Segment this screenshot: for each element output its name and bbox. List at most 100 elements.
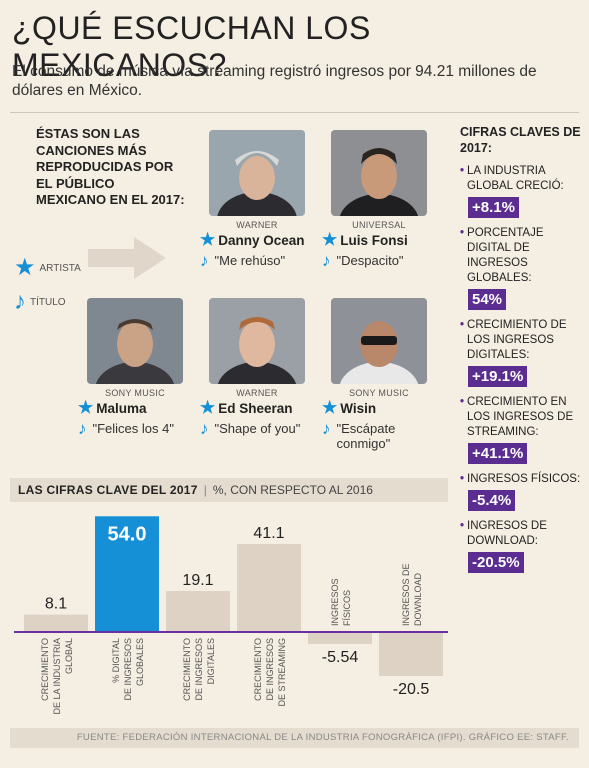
svg-text:CRECIMIENTO: CRECIMIENTO [253, 638, 263, 701]
svg-text:DIGITALES: DIGITALES [206, 638, 216, 684]
stat-label: CRECIMIENTO DE LOS INGRESOS DIGITALES: [467, 319, 567, 361]
artist-photo [87, 298, 183, 384]
song-card-2: SONY MUSIC ★ Maluma ♪ "Felices los 4" [70, 298, 200, 438]
svg-text:DE INGRESOS: DE INGRESOS [123, 638, 133, 701]
songs-intro: ÉSTAS SON LAS CANCIONES MÁS REPRODUCIDAS… [36, 126, 185, 207]
stat-value: 54% [468, 289, 507, 310]
data-label-0: 8.1 [45, 596, 67, 613]
star-icon: ★ [200, 230, 216, 249]
data-label-3: 41.1 [253, 525, 284, 542]
bullet-icon: • [460, 396, 465, 408]
category-label-1: % DIGITAL DE INGRESOS GLOBALES [111, 638, 145, 701]
bar-2 [166, 591, 230, 632]
bar-1 [95, 516, 159, 632]
legend-artist: ★ ARTISTA [14, 256, 81, 280]
song-title: "Escápate conmigo" [336, 421, 396, 451]
category-label-2: CRECIMIENTO DE INGRESOS DIGITALES [182, 638, 216, 701]
stat-item: • PORCENTAJE DIGITAL DE INGRESOS GLOBALES… [460, 226, 584, 310]
bullet-icon: • [460, 227, 465, 239]
svg-text:INGRESOS DE: INGRESOS DE [401, 563, 411, 626]
page-title: ¿QUÉ ESCUCHAN LOS MEXICANOS? [12, 10, 371, 83]
stat-label: INGRESOS DE DOWNLOAD: [467, 520, 547, 547]
source-note: FUENTE: FEDERACIÓN INTERNACIONAL DE LA I… [10, 728, 579, 748]
stat-label: LA INDUSTRIA GLOBAL CRECIÓ: [467, 165, 564, 192]
legend-artist-label: ARTISTA [39, 262, 81, 274]
artist-name: Ed Sheeran [218, 400, 293, 416]
bullet-icon: • [460, 520, 465, 532]
stat-value: +41.1% [468, 443, 528, 464]
artist-photo [331, 298, 427, 384]
divider [10, 112, 579, 113]
category-label-4: INGRESOS FÍSICOS [330, 578, 352, 626]
stat-value: +19.1% [468, 366, 528, 387]
stat-item: • INGRESOS FÍSICOS: -5.4% [460, 472, 584, 511]
category-label-3: CRECIMIENTO DE INGRESOS DE STREAMING [253, 638, 287, 707]
music-note-icon: ♪ [14, 288, 26, 315]
artist-name: Wisin [340, 400, 377, 416]
stat-value: +8.1% [468, 197, 519, 218]
artist-name: Maluma [96, 400, 147, 416]
svg-text:GLOBALES: GLOBALES [135, 638, 145, 686]
stat-item: • INGRESOS DE DOWNLOAD: -20.5% [460, 519, 584, 573]
record-label: WARNER [236, 220, 278, 230]
chart-title: LAS CIFRAS CLAVE DEL 2017 [18, 483, 198, 497]
category-label-0: CRECIMIENTO DE LA INDUSTRIA GLOBAL [40, 638, 74, 715]
music-note-icon: ♪ [322, 251, 331, 270]
bar-0 [24, 614, 88, 632]
chart-units: %, CON RESPECTO AL 2016 [212, 483, 373, 497]
bar-5 [379, 632, 443, 676]
stat-item: • CRECIMIENTO EN LOS INGRESOS DE STREAMIN… [460, 395, 584, 464]
star-icon: ★ [14, 254, 36, 281]
chart-title-separator: | [203, 483, 207, 497]
record-label: WARNER [236, 388, 278, 398]
record-label: SONY MUSIC [105, 388, 165, 398]
music-note-icon: ♪ [200, 251, 209, 270]
data-label-5: -20.5 [393, 681, 430, 698]
svg-text:DE INGRESOS: DE INGRESOS [194, 638, 204, 701]
legend-title-label: TÍTULO [30, 296, 66, 308]
data-label-4: -5.54 [322, 649, 359, 666]
legend-title: ♪ TÍTULO [14, 290, 66, 314]
stat-label: INGRESOS FÍSICOS: [467, 473, 581, 485]
music-note-icon: ♪ [322, 419, 331, 438]
record-label: UNIVERSAL [352, 220, 406, 230]
svg-text:FÍSICOS: FÍSICOS [342, 590, 352, 626]
svg-text:INGRESOS: INGRESOS [330, 578, 340, 626]
music-note-icon: ♪ [78, 419, 87, 438]
svg-text:DE INGRESOS: DE INGRESOS [265, 638, 275, 701]
song-title: "Despacito" [336, 253, 404, 268]
svg-text:GLOBAL: GLOBAL [64, 638, 74, 674]
star-icon: ★ [322, 230, 338, 249]
song-title: "Me rehúso" [214, 253, 286, 268]
artist-name: Danny Ocean [218, 232, 305, 248]
stat-label: PORCENTAJE DIGITAL DE INGRESOS GLOBALES: [467, 227, 544, 284]
svg-text:DE STREAMING: DE STREAMING [277, 638, 287, 707]
svg-text:DOWNLOAD: DOWNLOAD [413, 572, 423, 626]
song-card-0: WARNER ★ Danny Ocean ♪ "Me rehúso" [192, 130, 322, 270]
stat-value: -20.5% [468, 552, 524, 573]
song-card-3: WARNER ★ Ed Sheeran ♪ "Shape of you" [192, 298, 322, 438]
stat-value: -5.4% [468, 490, 516, 511]
key-figures-title: CIFRAS CLAVES DE 2017: [460, 125, 581, 155]
stat-label: CRECIMIENTO EN LOS INGRESOS DE STREAMING… [467, 396, 574, 438]
svg-text:CRECIMIENTO: CRECIMIENTO [40, 638, 50, 701]
artist-photo [331, 130, 427, 216]
bullet-icon: • [460, 473, 465, 485]
data-label-2: 19.1 [182, 572, 213, 589]
bar-3 [237, 543, 301, 632]
song-card-1: UNIVERSAL ★ Luis Fonsi ♪ "Despacito" [314, 130, 444, 270]
artist-photo [209, 298, 305, 384]
arrow-icon [88, 237, 166, 279]
music-note-icon: ♪ [200, 419, 209, 438]
key-figures-panel: CIFRAS CLAVES DE 2017: • LA INDUSTRIA GLO… [460, 124, 584, 581]
record-label: SONY MUSIC [349, 388, 409, 398]
star-icon: ★ [322, 398, 338, 417]
bullet-icon: • [460, 319, 465, 331]
song-card-4: SONY MUSIC ★ Wisin ♪ "Escápate conmigo" [314, 298, 444, 451]
svg-text:DE LA INDUSTRIA: DE LA INDUSTRIA [52, 638, 62, 715]
category-label-5: INGRESOS DE DOWNLOAD [401, 563, 423, 626]
star-icon: ★ [78, 398, 94, 417]
svg-text:CRECIMIENTO: CRECIMIENTO [182, 638, 192, 701]
data-label-1: 54.0 [108, 523, 147, 545]
